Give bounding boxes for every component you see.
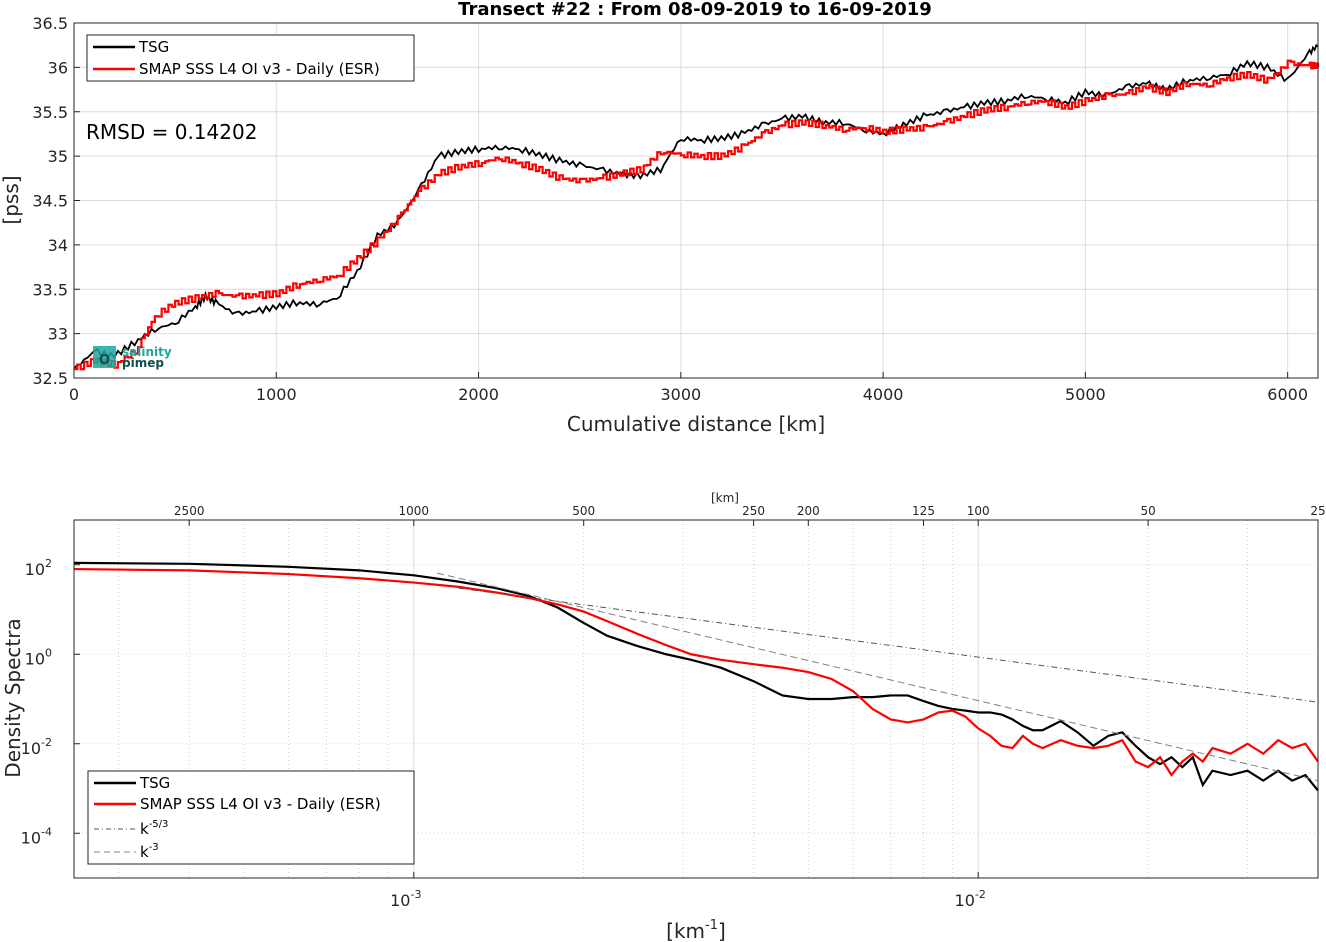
x-axis-label: [km-1] [666,918,726,942]
series-lines [73,561,1319,792]
legend-label-smap: SMAP SSS L4 OI v3 - Daily (ESR) [139,60,380,78]
y-tick-label: 34 [48,236,68,255]
y-tick-label: 36.5 [32,14,68,33]
top-tick-label: 2500 [174,504,205,518]
legend-label-smap: SMAP SSS L4 OI v3 - Daily (ESR) [140,795,381,813]
logo-text-pimep: pimep [122,356,164,370]
y-axis-label: [pss] [0,175,23,224]
series-line-3 [437,572,1319,782]
top-tick-label: 25 [1310,504,1325,518]
legend-label-tsg: TSG [138,38,169,56]
y-tick-label: 32.5 [32,369,68,388]
top-tick-label: 100 [967,504,990,518]
top-axis-label: [km] [711,491,739,505]
x-tick-label: 6000 [1267,385,1308,404]
y-axis-label: Density Spectra [1,618,25,777]
x-axis-label: Cumulative distance [km] [567,412,825,436]
top-tick-label: 125 [912,504,935,518]
x-tick-label: 2000 [458,385,499,404]
top-tick-label: 50 [1140,504,1155,518]
y-tick-label: 35 [48,147,68,166]
series-line-2 [458,587,1319,703]
tick-labels: 10-3 10-2 10-4 10-2 100 102 2500 1000 500 250 200 1… [21,504,1326,910]
x-tick-label: 0 [69,385,79,404]
svg-text:O: O [99,353,110,368]
legend-label-tsg: TSG [139,774,170,792]
rmsd-annotation: RMSD = 0.14202 [86,120,257,144]
top-tick-label: 250 [742,504,765,518]
plot-frame [73,519,1319,879]
tick-labels: 0 1000 2000 3000 4000 5000 6000 32.5 33 33.5 34 34.… [32,14,1308,404]
chart-title: Transect #22 : From 08-09-2019 to 16-09-… [458,0,932,20]
y-tick-label: 34.5 [32,192,68,211]
y-tick-label: 35.5 [32,103,68,122]
series-line-1 [74,59,1320,371]
x-tick-label: 3000 [660,385,701,404]
salinity-pimep-logo: O salinity pimep [93,345,172,370]
density-spectra-chart: 10-3 10-2 10-4 10-2 100 102 2500 1000 500 250 200 1… [1,491,1326,942]
series-line-0 [73,561,1319,792]
y-tick-label: 33.5 [32,280,68,299]
top-tick-label: 500 [572,504,595,518]
x-tick-label: 4000 [863,385,904,404]
y-tick-label: 10-4 [21,825,52,847]
series-line-1 [73,567,1319,777]
top-tick-label: 1000 [399,504,430,518]
legend-label-k3: k-3 [140,842,159,861]
series-line-0 [73,44,1319,370]
y-tick-label: 10-2 [21,736,52,758]
legend: TSG SMAP SSS L4 OI v3 - Daily (ESR) [86,34,415,82]
y-tick-label: 33 [48,325,68,344]
x-tick-label: 10-3 [390,888,421,910]
top-tick-label: 200 [797,504,820,518]
x-tick-label: 10-2 [955,888,986,910]
y-tick-label: 36 [48,58,68,77]
x-tick-label: 5000 [1065,385,1106,404]
legend: TSG SMAP SSS L4 OI v3 - Daily (ESR) k-5/… [87,770,415,865]
y-tick-label: 100 [25,646,52,668]
y-tick-label: 102 [25,557,52,579]
x-tick-label: 1000 [256,385,297,404]
salinity-transect-chart: Transect #22 : From 08-09-2019 to 16-09-… [0,0,1320,436]
plot-frame [73,22,1319,379]
logo-text-salinity: salinity [122,345,172,359]
series-lines [73,44,1320,371]
legend-label-k53: k-5/3 [140,819,168,838]
